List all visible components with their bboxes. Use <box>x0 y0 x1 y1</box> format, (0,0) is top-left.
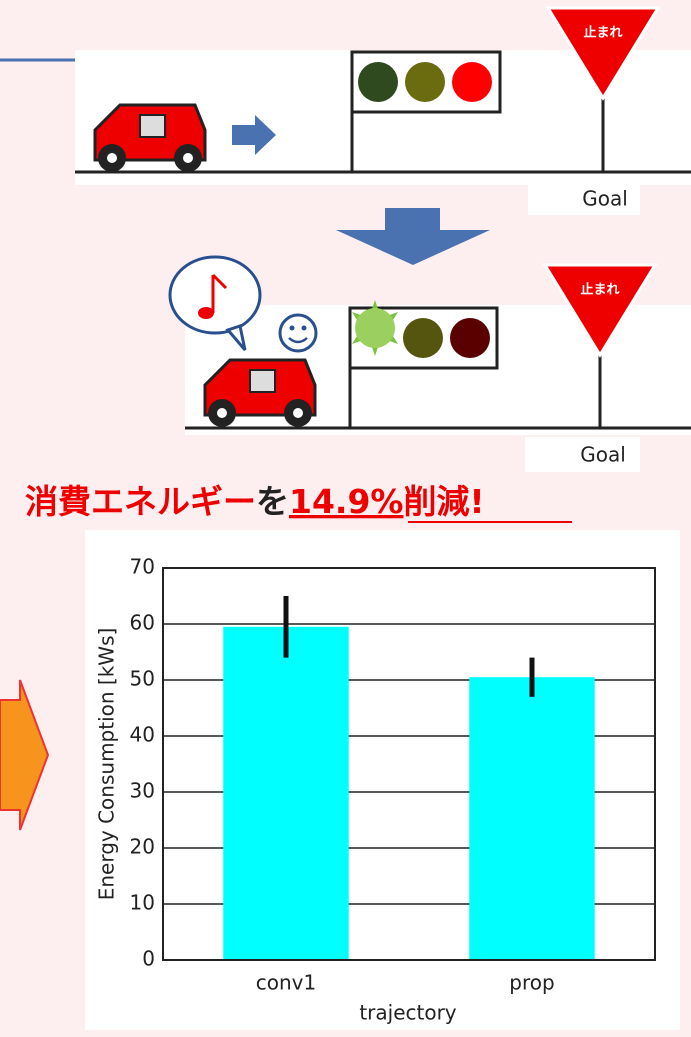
car <box>203 358 317 427</box>
sign-text: 止まれ <box>583 25 622 41</box>
down-arrow <box>336 208 490 265</box>
goal-label: Goal <box>580 443 626 467</box>
smiley <box>278 313 318 353</box>
side-arrow <box>0 679 50 831</box>
goal-label: Goal <box>582 187 628 211</box>
traffic-light <box>348 300 499 428</box>
speech-bubble <box>168 255 262 351</box>
y-tick-label: 0 <box>142 947 155 971</box>
headline-text: 削減! <box>404 482 485 521</box>
car <box>93 103 207 172</box>
y-tick-label: 70 <box>130 555 155 579</box>
arrow <box>232 115 276 155</box>
panel <box>525 437 640 472</box>
chart: 0 10 20 30 40 50 60 70 conv1 prop <box>130 555 656 995</box>
x-axis-label: trajectory <box>359 1001 456 1025</box>
panel <box>528 180 640 215</box>
headline-text: 消費エネルギー <box>25 482 256 521</box>
y-tick-label: 10 <box>130 891 155 915</box>
sign-text: 止まれ <box>580 282 619 298</box>
headline: 消費エネルギーを14.9%削減! <box>25 482 485 521</box>
y-axis-label: Energy Consumption [kWs] <box>95 628 119 901</box>
y-tick-label: 60 <box>130 611 155 635</box>
x-tick-label: conv1 <box>256 971 316 995</box>
x-tick-label: prop <box>509 971 554 995</box>
traffic-light <box>350 50 502 172</box>
headline-text: を <box>256 482 289 521</box>
bar <box>469 677 595 960</box>
stop-sign <box>542 263 658 358</box>
y-tick-label: 30 <box>130 779 155 803</box>
y-tick-label: 20 <box>130 835 155 859</box>
stop-sign <box>545 6 661 101</box>
plot-frame <box>162 567 656 961</box>
y-tick-label: 50 <box>130 667 155 691</box>
headline-figure: 14.9% <box>289 482 404 521</box>
bar <box>223 626 349 960</box>
y-tick-label: 40 <box>130 723 155 747</box>
